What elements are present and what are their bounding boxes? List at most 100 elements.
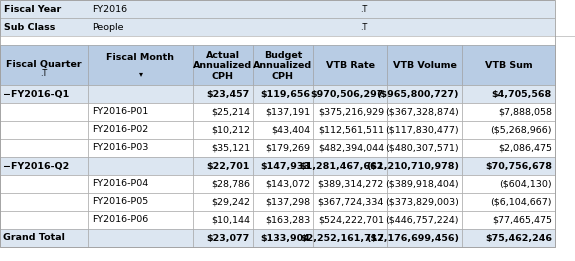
Bar (387, 175, 462, 193)
Text: $2,086,475: $2,086,475 (498, 144, 552, 152)
Bar (193, 193, 253, 211)
Text: −FY2016-Q1: −FY2016-Q1 (3, 90, 69, 98)
Bar (0, 193, 88, 211)
Bar (193, 139, 253, 157)
Text: $22,701: $22,701 (206, 162, 250, 170)
Bar (313, 45, 387, 85)
Bar (88, 193, 193, 211)
Text: $133,904: $133,904 (260, 234, 310, 242)
Text: $179,269: $179,269 (265, 144, 310, 152)
Bar (0, 0, 555, 18)
Text: People: People (92, 22, 124, 32)
Text: $375,216,929: $375,216,929 (318, 108, 384, 116)
Bar (253, 175, 313, 193)
Text: $77,465,475: $77,465,475 (492, 216, 552, 224)
Bar (555, 18, 575, 36)
Text: ($2,176,699,456): ($2,176,699,456) (366, 234, 459, 242)
Text: $7,888,058: $7,888,058 (498, 108, 552, 116)
Bar (0, 85, 88, 103)
Text: $143,072: $143,072 (265, 180, 310, 188)
Text: Fiscal Quarter: Fiscal Quarter (6, 61, 82, 69)
Text: $28,786: $28,786 (211, 180, 250, 188)
Text: ($446,757,224): ($446,757,224) (385, 216, 459, 224)
Text: $112,561,511: $112,561,511 (318, 126, 384, 134)
Text: Budget
Annualized
CPH: Budget Annualized CPH (254, 51, 313, 81)
Bar (462, 103, 555, 121)
Text: $10,212: $10,212 (211, 126, 250, 134)
Text: $29,242: $29,242 (211, 198, 250, 206)
Bar (193, 85, 253, 103)
Bar (193, 229, 253, 247)
Bar (462, 45, 555, 85)
Text: FY2016-P06: FY2016-P06 (92, 216, 148, 224)
Bar (462, 85, 555, 103)
Text: $75,462,246: $75,462,246 (485, 234, 552, 242)
Bar (462, 193, 555, 211)
Text: $2,252,161,717: $2,252,161,717 (300, 234, 384, 242)
Bar (387, 103, 462, 121)
Text: VTB Rate: VTB Rate (325, 61, 374, 69)
Bar (462, 175, 555, 193)
Text: $35,121: $35,121 (211, 144, 250, 152)
Bar (193, 175, 253, 193)
Bar (0, 45, 88, 85)
Text: $147,933: $147,933 (260, 162, 310, 170)
Text: $4,705,568: $4,705,568 (492, 90, 552, 98)
Text: ($367,328,874): ($367,328,874) (385, 108, 459, 116)
Text: ▾: ▾ (139, 69, 143, 79)
Text: ($373,829,003): ($373,829,003) (385, 198, 459, 206)
Bar (0, 229, 88, 247)
Text: $367,724,334: $367,724,334 (317, 198, 384, 206)
Bar (193, 211, 253, 229)
Text: Sub Class: Sub Class (4, 22, 55, 32)
Bar (313, 193, 387, 211)
Bar (462, 121, 555, 139)
Text: $25,214: $25,214 (211, 108, 250, 116)
Text: ($6,104,667): ($6,104,667) (490, 198, 552, 206)
Bar (193, 103, 253, 121)
Text: $70,756,678: $70,756,678 (485, 162, 552, 170)
Bar (253, 45, 313, 85)
Text: FY2016-P04: FY2016-P04 (92, 180, 148, 188)
Text: $389,314,272: $389,314,272 (318, 180, 384, 188)
Bar (387, 45, 462, 85)
Text: $970,506,297: $970,506,297 (310, 90, 384, 98)
Bar (88, 139, 193, 157)
Bar (555, 0, 575, 18)
Text: ($117,830,477): ($117,830,477) (385, 126, 459, 134)
Bar (88, 157, 193, 175)
Bar (88, 103, 193, 121)
Text: $23,077: $23,077 (207, 234, 250, 242)
Text: .T: .T (40, 69, 48, 79)
Bar (253, 139, 313, 157)
Bar (387, 121, 462, 139)
Text: Actual
Annualized
CPH: Actual Annualized CPH (193, 51, 252, 81)
Bar (253, 85, 313, 103)
Bar (253, 229, 313, 247)
Text: .T: .T (360, 22, 367, 32)
Bar (0, 103, 88, 121)
Bar (253, 211, 313, 229)
Bar (387, 157, 462, 175)
Bar (313, 85, 387, 103)
Bar (253, 121, 313, 139)
Bar (0, 211, 88, 229)
Text: Fiscal Month: Fiscal Month (106, 52, 174, 62)
Bar (0, 36, 575, 45)
Text: $137,298: $137,298 (265, 198, 310, 206)
Text: ($604,130): ($604,130) (499, 180, 552, 188)
Text: .T: .T (360, 4, 367, 14)
Bar (88, 121, 193, 139)
Bar (0, 18, 555, 36)
Text: $1,281,467,662: $1,281,467,662 (300, 162, 384, 170)
Text: ($389,918,404): ($389,918,404) (385, 180, 459, 188)
Text: −FY2016-Q2: −FY2016-Q2 (3, 162, 69, 170)
Bar (0, 175, 88, 193)
Bar (313, 121, 387, 139)
Text: Fiscal Year: Fiscal Year (4, 4, 62, 14)
Bar (88, 211, 193, 229)
Text: $119,656: $119,656 (260, 90, 310, 98)
Text: VTB Sum: VTB Sum (485, 61, 532, 69)
Bar (462, 139, 555, 157)
Bar (313, 157, 387, 175)
